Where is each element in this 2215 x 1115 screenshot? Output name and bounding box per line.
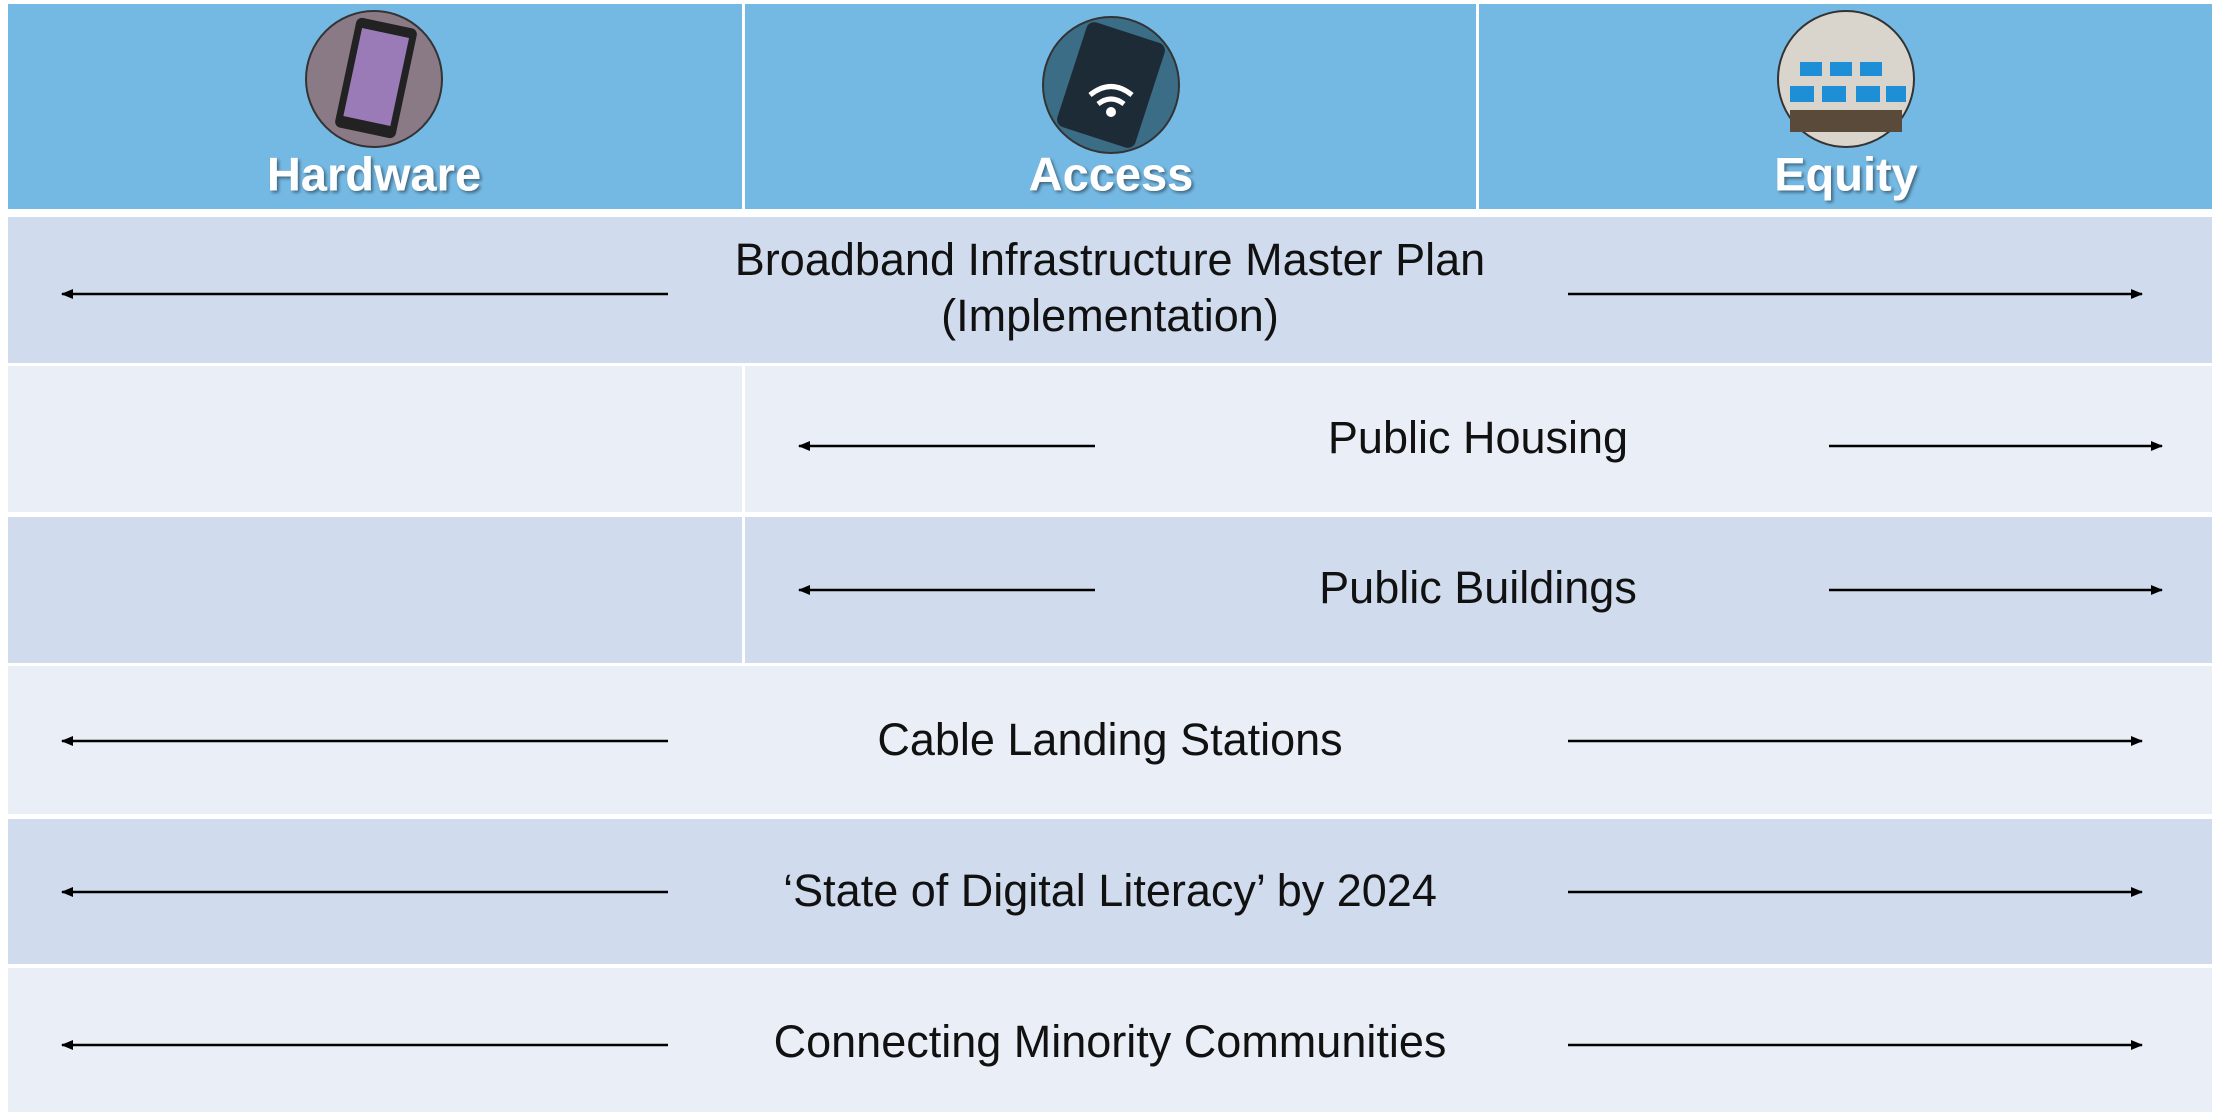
row: Broadband Infrastructure Master Plan (Im… (8, 217, 2212, 363)
row-label: Broadband Infrastructure Master Plan (735, 234, 1485, 285)
row-label: Cable Landing Stations (877, 714, 1342, 765)
access-icon (1042, 16, 1180, 154)
row: Public Buildings (8, 517, 2212, 663)
row: Connecting Minority Communities (8, 968, 2212, 1112)
row: Public Housing (8, 366, 2212, 512)
header: Hardware Access Equity (8, 4, 2212, 209)
row-label: Public Buildings (1319, 562, 1637, 613)
column-header: Access (1029, 147, 1194, 200)
row-label: ‘State of Digital Literacy’ by 2024 (783, 865, 1437, 916)
row-label: Connecting Minority Communities (774, 1016, 1447, 1067)
column-header: Hardware (267, 147, 481, 200)
column-header: Equity (1774, 147, 1918, 200)
row-label: Public Housing (1328, 412, 1628, 463)
row: ‘State of Digital Literacy’ by 2024 (8, 819, 2212, 964)
row: Cable Landing Stations (8, 666, 2212, 814)
equity-icon (1777, 10, 1915, 148)
hardware-icon (305, 10, 443, 148)
row-label: (Implementation) (941, 290, 1279, 341)
